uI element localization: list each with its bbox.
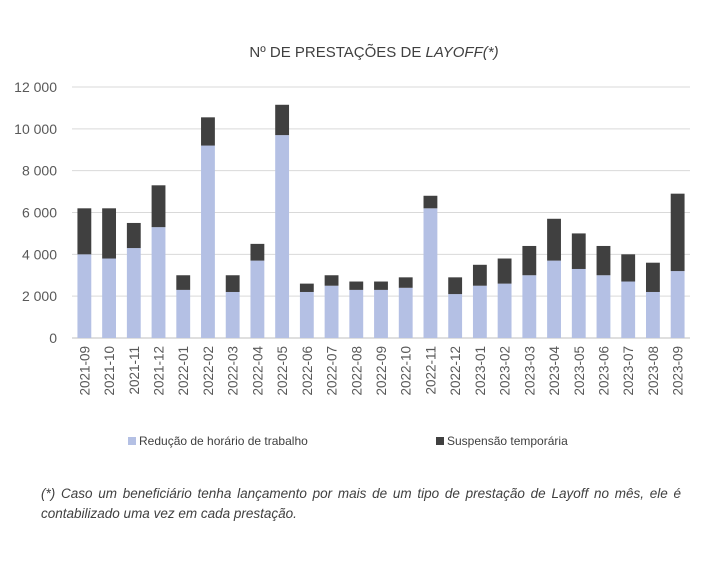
y-tick-label: 12 000 [14,79,57,95]
bar-segment-suspensao [522,245,537,276]
x-tick-label: 2023-03 [522,346,537,396]
bar-segment-reducao [77,254,92,338]
x-tick-label: 2021-09 [77,346,92,396]
bar-segment-suspensao [349,281,364,290]
bar-segment-suspensao [250,243,265,261]
x-tick-label: 2023-08 [646,346,661,396]
bar-segment-suspensao [472,264,487,286]
bar-segment-suspensao [324,275,339,286]
bar-segment-reducao [596,275,611,338]
x-tick-label: 2023-05 [572,346,587,396]
bar-segment-suspensao [151,185,166,228]
bar-segment-reducao [571,268,586,338]
x-tick-label: 2023-06 [596,346,611,396]
x-tick-label: 2022-09 [374,346,389,396]
y-tick-label: 4 000 [22,246,57,262]
bar-segment-reducao [201,145,215,338]
bar-segment-reducao [250,260,265,338]
bar-segment-suspensao [670,193,685,272]
bar-segment-suspensao [497,258,512,284]
y-tick-label: 6 000 [22,205,57,221]
x-tick-label: 2022-05 [275,346,290,396]
bar-segment-suspensao [423,195,438,209]
bar-segment-suspensao [299,283,314,292]
bar-segment-reducao [225,291,240,338]
bar-segment-suspensao [547,218,561,261]
bar-segment-suspensao [596,245,611,276]
y-tick-label: 10 000 [14,121,57,137]
bar-segment-suspensao [621,254,636,282]
x-tick-label: 2022-06 [300,346,315,396]
chart-title: Nº DE PRESTAÇÕES DE LAYOFF(*) [249,44,498,61]
gridlines [72,86,690,339]
bar-segment-reducao [472,285,487,338]
bar-segment-suspensao [201,117,215,146]
y-tick-label: 2 000 [22,288,57,304]
bars [77,104,685,338]
y-axis: 0 2 000 4 000 6 000 8 000 10 000 12 000 [14,79,57,346]
chart-title-emphasis: LAYOFF [426,44,484,61]
x-tick-label: 2021-12 [152,346,167,396]
bar-segment-suspensao [571,233,586,269]
bar-segment-suspensao [645,262,660,292]
x-axis: 2021-09 2021-10 2021-11 2021-12 2022-01 2022-… [77,346,685,396]
x-tick-label: 2022-10 [399,346,414,396]
bar-segment-reducao [423,208,438,338]
y-tick-label: 0 [49,330,57,346]
x-tick-label: 2022-02 [201,346,216,396]
x-tick-label: 2021-10 [102,346,117,396]
bar-segment-reducao [645,291,660,338]
bar-segment-reducao [621,281,636,338]
y-tick-label: 8 000 [22,163,57,179]
bar-segment-reducao [126,248,141,338]
legend-label: Redução de horário de trabalho [139,434,308,448]
bar-segment-reducao [374,289,388,338]
chart-title-prefix: Nº DE PRESTAÇÕES DE [249,44,425,61]
bar-segment-reducao [497,283,512,338]
bar-segment-suspensao [102,208,117,259]
bar-segment-suspensao [225,275,240,292]
x-tick-label: 2022-04 [250,346,265,396]
bar-segment-suspensao [448,277,463,295]
bar-segment-reducao [324,285,339,338]
bar-segment-reducao [151,227,166,338]
legend-label: Suspensão temporária [447,434,568,448]
legend: Redução de horário de trabalho Suspensão … [128,434,568,448]
x-tick-label: 2023-07 [621,346,636,396]
bar-segment-reducao [349,289,364,338]
legend-swatch [128,437,136,445]
bar-segment-reducao [670,271,685,338]
bar-segment-reducao [275,135,290,338]
x-tick-label: 2023-02 [498,346,513,396]
legend-swatch [436,437,444,445]
x-tick-label: 2022-03 [226,346,241,396]
bar-segment-suspensao [77,208,92,255]
bar-segment-reducao [448,294,463,338]
x-tick-label: 2022-07 [325,346,340,396]
bar-segment-reducao [398,287,413,338]
x-tick-label: 2022-08 [349,346,364,396]
layoff-chart: Nº DE PRESTAÇÕES DE LAYOFF(*) 0 2 000 4 00… [14,44,690,448]
x-tick-label: 2022-11 [423,346,438,395]
bar-segment-suspensao [126,222,141,249]
x-tick-label: 2023-01 [473,346,488,396]
bar-segment-reducao [547,260,561,338]
footnote: (*) Caso um beneficiário tenha lançament… [41,486,681,521]
bar-segment-suspensao [275,104,290,136]
x-tick-label: 2023-04 [547,346,562,396]
bar-segment-reducao [176,289,191,338]
x-tick-label: 2021-11 [127,346,142,395]
bar-segment-suspensao [374,281,388,290]
chart-title-suffix: (*) [483,44,499,61]
bar-segment-suspensao [398,277,413,288]
x-tick-label: 2022-01 [176,346,191,396]
x-tick-label: 2023-09 [671,346,686,396]
bar-segment-reducao [522,275,537,338]
x-tick-label: 2022-12 [448,346,463,396]
bar-segment-suspensao [176,275,191,290]
bar-segment-reducao [102,258,117,338]
bar-segment-reducao [299,291,314,338]
